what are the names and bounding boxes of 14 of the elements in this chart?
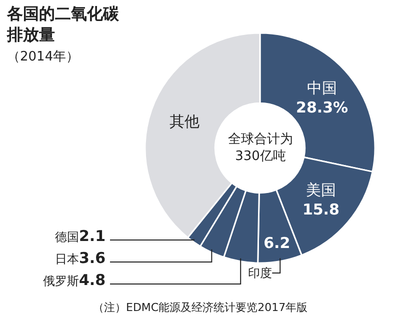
- slice-label: 其他: [170, 112, 200, 130]
- data-label: 3.6: [79, 249, 106, 267]
- slice-label: 印度: [248, 266, 272, 280]
- data-label: 28.3%: [296, 98, 348, 116]
- data-label: 6.2: [264, 234, 290, 252]
- chart-title: 各国的二氧化碳排放量: [6, 4, 120, 44]
- text: 全球合计为330亿吨: [228, 132, 293, 164]
- data-label: 4.8: [79, 271, 106, 289]
- data-label: 2.1: [79, 227, 106, 245]
- text: （2014年）: [7, 50, 80, 65]
- text: （注）EDMC能源及经济统计要览2017年版: [93, 301, 308, 314]
- slice-label: 中国: [307, 78, 338, 97]
- slice-label: 美国: [306, 180, 336, 199]
- data-label: 15.8: [302, 200, 340, 218]
